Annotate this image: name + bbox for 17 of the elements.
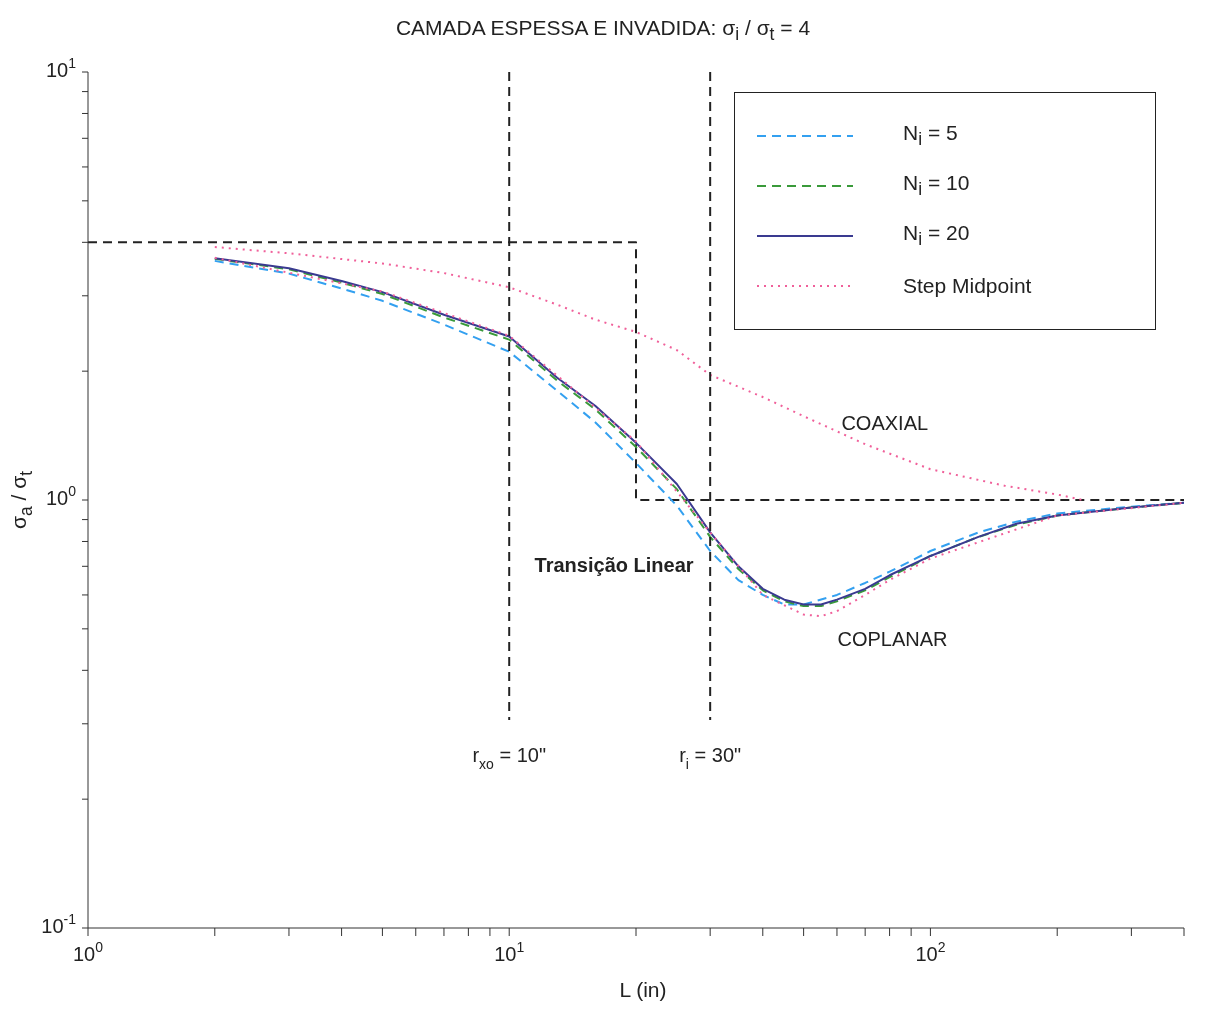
x-tick-label: 10$^{0}$ — [72, 938, 104, 966]
y-tick-label: 10$^{0}$ — [45, 482, 77, 510]
x-tick-label: 10$^{1}$ — [494, 938, 525, 966]
annotation: COPLANAR — [837, 627, 948, 651]
legend-label: N$_{i}$ = 5 — [903, 121, 958, 151]
legend-label: Step Midpoint — [903, 274, 1032, 298]
legend-label: N$_{i}$ = 20 — [903, 221, 970, 251]
annotation: COAXIAL — [841, 411, 929, 435]
x-tick-label: 10$^{2}$ — [915, 938, 946, 966]
x-axis-title: L (in) — [618, 978, 668, 1002]
annotation: Transição Linear — [534, 553, 694, 577]
legend-label: N$_{i}$ = 10 — [903, 171, 970, 201]
y-tick-label: 10$^{-1}$ — [41, 910, 77, 938]
chart-title: CAMADA ESPESSA E INVADIDA: σ$_{i}$ / σ$_{t}$ = 4 — [394, 15, 812, 47]
ref-line-label: r$_{i}$ = 30" — [679, 744, 742, 772]
ref-line-label: r$_{xo}$ = 10" — [472, 744, 547, 772]
y-tick-label: 10$^{1}$ — [45, 54, 77, 82]
